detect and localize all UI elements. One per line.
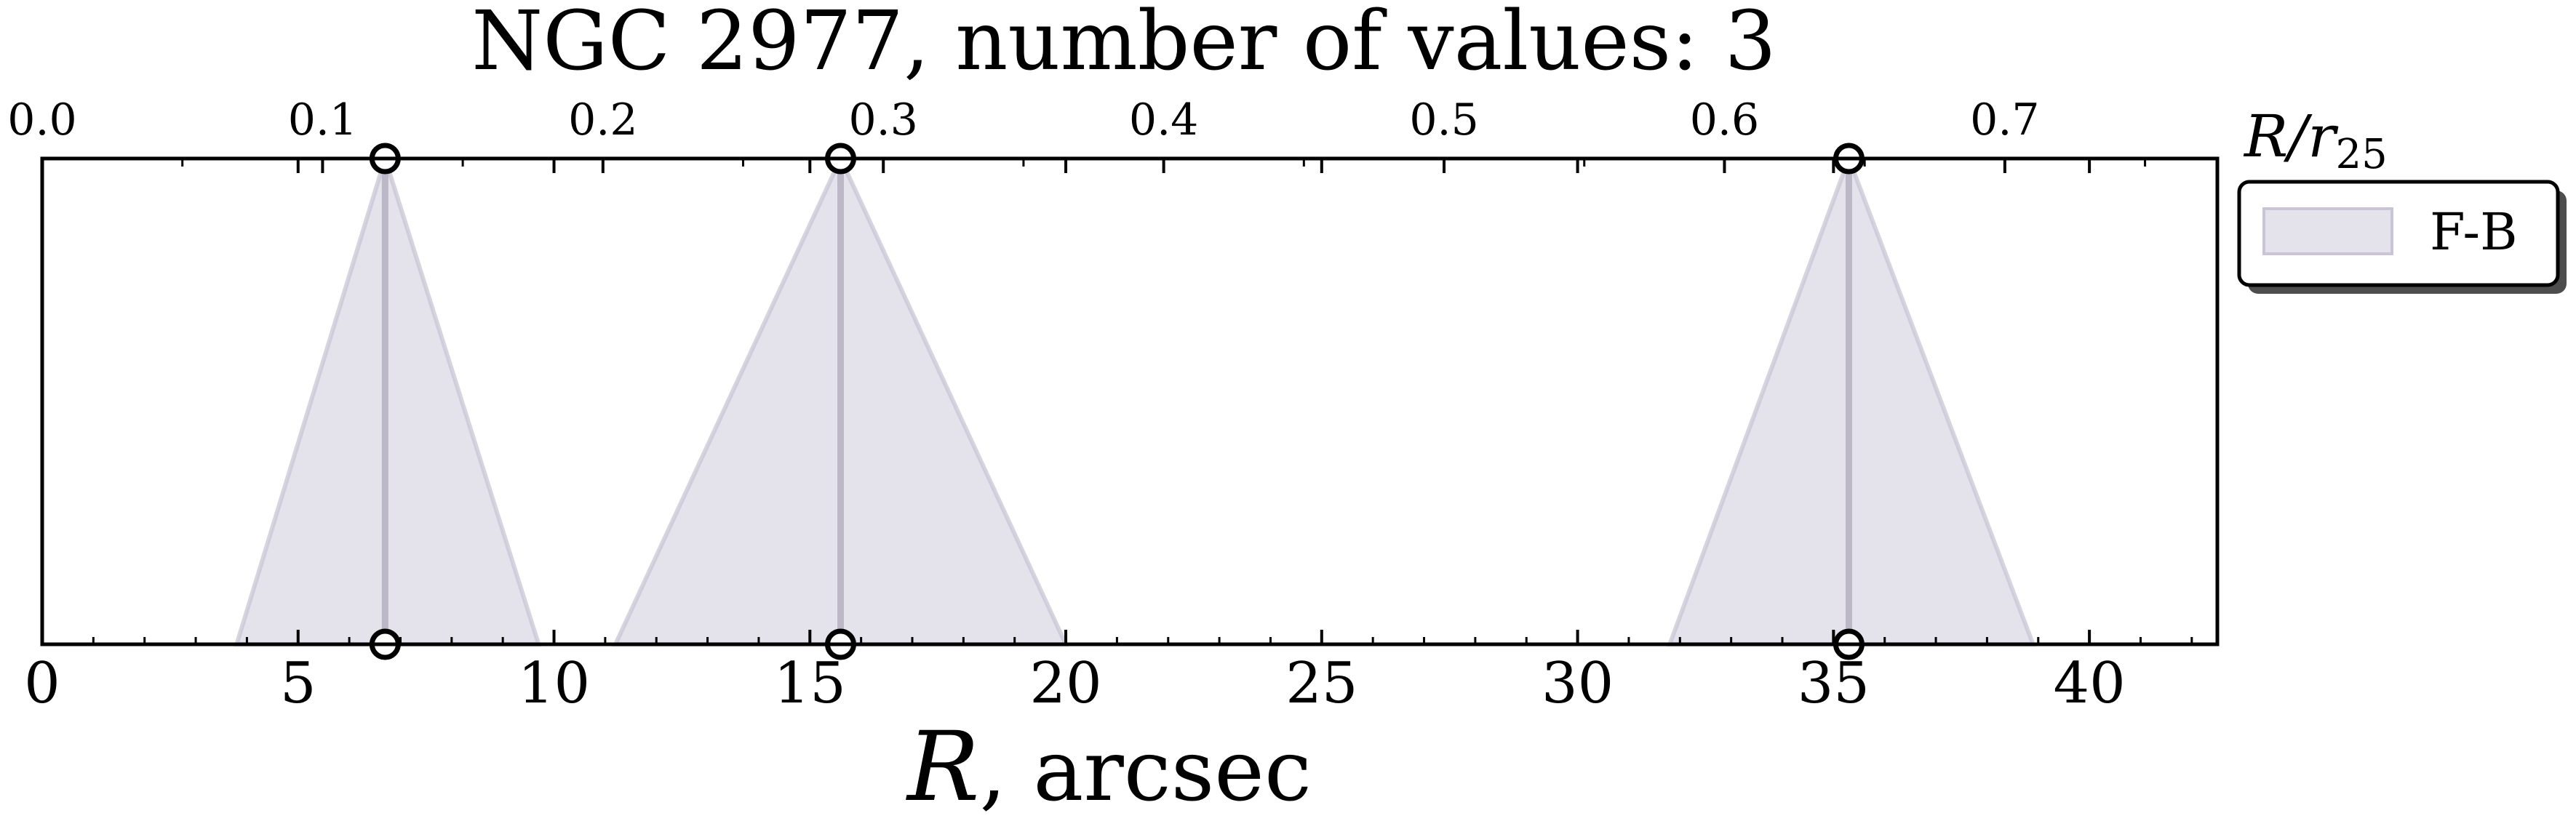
legend-label-f-b: F-B: [2430, 202, 2518, 262]
legend-swatch-f-b: [2262, 207, 2393, 255]
x-axis-label-symbol: R: [906, 711, 979, 823]
top-axis-label-subscript: 25: [2335, 131, 2387, 178]
x-axis-label: R, arcsec: [906, 711, 1312, 823]
x-tick-label-6: 30: [1542, 651, 1614, 716]
top-tick-label-3: 0.3: [849, 95, 918, 145]
x-tick-label-4: 20: [1029, 651, 1101, 716]
top-tick-label-5: 0.5: [1409, 95, 1478, 145]
x-tick-label-8: 40: [2053, 651, 2125, 716]
x-tick-label-5: 25: [1285, 651, 1357, 716]
plot-marks: [234, 143, 2037, 660]
chart-title: NGC 2977, number of values: 3: [471, 0, 1776, 89]
top-tick-label-2: 0.2: [568, 95, 637, 145]
top-axis-label: R/r25: [2243, 103, 2388, 178]
legend: F-B: [2237, 180, 2567, 294]
x-tick-label-0: 0: [24, 651, 60, 716]
top-tick-label-7: 0.7: [1970, 95, 2039, 145]
x-axis-label-unit: , arcsec: [979, 722, 1311, 820]
top-tick-label-6: 0.6: [1690, 95, 1759, 145]
x-tick-label-7: 35: [1798, 651, 1870, 716]
top-axis: 0.0 0.1 0.2 0.3 0.4 0.5 0.6 0.7: [7, 95, 2147, 173]
top-tick-label-1: 0.1: [288, 95, 357, 145]
x-tick-label-3: 15: [774, 651, 846, 716]
top-tick-label-0: 0.0: [7, 95, 76, 145]
plot-frame: [40, 156, 2220, 646]
bottom-axis: 0 5 10 15 20 25 30 35 40: [24, 159, 2193, 716]
top-axis-label-main: R/r: [2243, 103, 2339, 170]
x-tick-label-1: 5: [280, 651, 316, 716]
x-tick-label-2: 10: [518, 651, 590, 716]
top-tick-label-4: 0.4: [1129, 95, 1198, 145]
